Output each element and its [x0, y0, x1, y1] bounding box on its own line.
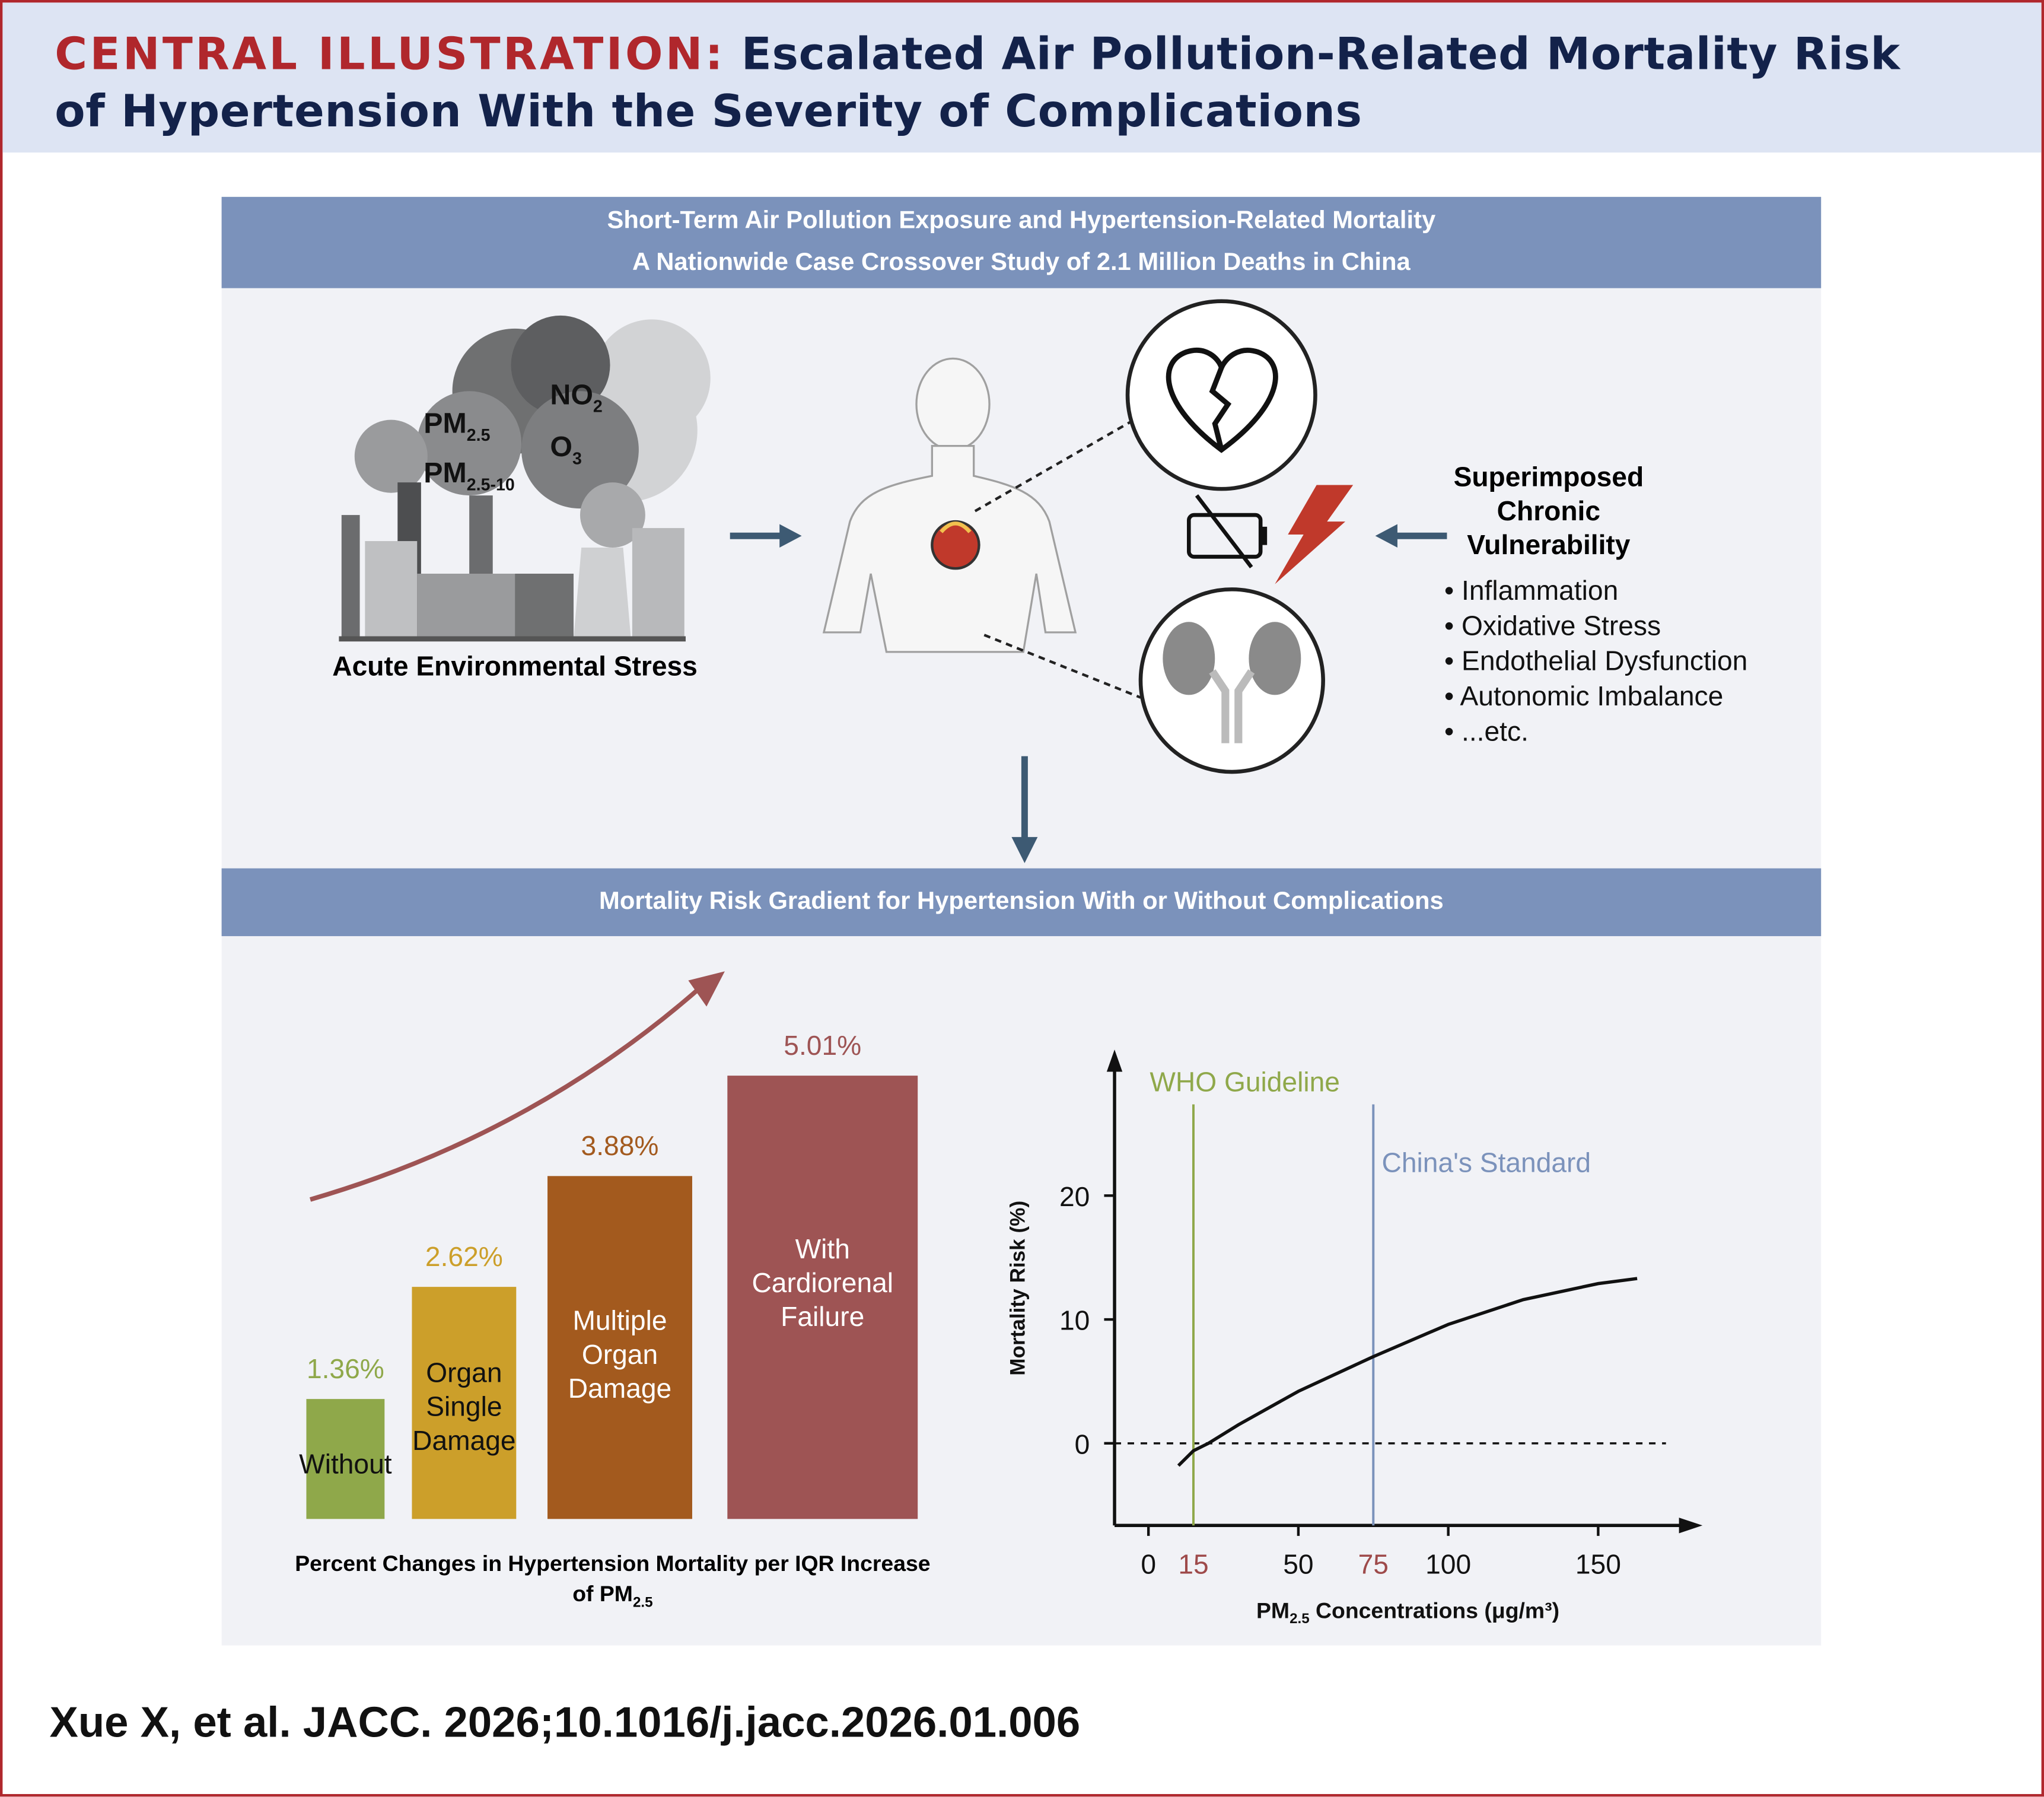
factory-caption: Acute Environmental Stress [332, 651, 698, 682]
factory-icon [339, 482, 686, 642]
x-tick-label: 75 [1358, 1549, 1389, 1580]
list-item: • Endothelial Dysfunction [1444, 647, 1748, 677]
bar-category-label: Multiple Organ Damage [568, 1306, 672, 1404]
risk-curve [1177, 1277, 1638, 1467]
top-panel-band: Short-Term Air Pollution Exposure and Hy… [221, 196, 1822, 288]
vulnerability-title-line: Vulnerability [1467, 530, 1631, 561]
bottom-panel-band: Mortality Risk Gradient for Hypertension… [221, 868, 1822, 936]
bar-value-label: 3.88% [581, 1131, 659, 1162]
vulnerability-title: Superimposed Chronic Vulnerability [1418, 462, 1679, 563]
bar [727, 1076, 918, 1519]
svg-text:PM2.5: PM2.5 [424, 408, 490, 445]
y-axis-label: Mortality Risk (%) [1006, 1201, 1029, 1376]
page-title: CENTRAL ILLUSTRATION: Escalated Air Poll… [55, 26, 1900, 141]
kidney-icon [1163, 622, 1301, 743]
bar [306, 1398, 385, 1519]
pollutant-labels: PM2.5 PM2.5-10 NO2 O3 [424, 379, 603, 494]
title-label: CENTRAL ILLUSTRATION: [55, 28, 726, 81]
x-tick-label: 0 [1141, 1549, 1156, 1580]
title-line-2: of Hypertension With the Severity of Com… [55, 86, 1362, 138]
y-tick-label: 10 [1059, 1305, 1090, 1336]
bar-value-label: 2.62% [425, 1243, 503, 1273]
list-item: • Autonomic Imbalance [1444, 682, 1724, 712]
bar-value-label: 5.01% [784, 1032, 862, 1062]
bar-category-label: Without [299, 1449, 392, 1480]
vulnerability-title-line: Chronic [1497, 497, 1601, 527]
y-tick-label: 20 [1059, 1181, 1090, 1212]
band-line-2: A Nationwide Case Crossover Study of 2.1… [632, 249, 1411, 276]
x-tick-label: 100 [1425, 1549, 1471, 1580]
y-axis-arrow-icon [1106, 1049, 1123, 1072]
low-battery-icon [1187, 494, 1268, 569]
broken-heart-icon [1166, 348, 1278, 453]
bar-category-label: With Cardiorenal Failure [752, 1235, 894, 1333]
bar [547, 1176, 692, 1519]
title-line-1: Escalated Air Pollution-Related Mortalit… [741, 28, 1900, 81]
svg-text:PM2.5-10: PM2.5-10 [424, 457, 515, 494]
vulnerability-list: • Inflammation • Oxidative Stress • Endo… [1444, 574, 1747, 750]
heart-icon [931, 520, 980, 570]
y-tick-label: 0 [1075, 1429, 1090, 1459]
list-item: • ...etc. [1444, 717, 1529, 748]
svg-text:O3: O3 [550, 431, 581, 468]
reference-line-label: China's Standard [1382, 1147, 1591, 1178]
x-axis-label: PM2.5 Concentrations (μg/m³) [1256, 1598, 1559, 1627]
x-tick-label: 50 [1283, 1549, 1313, 1580]
citation: Xue X, et al. JACC. 2026;10.1016/j.jacc.… [49, 1697, 1081, 1746]
x-axis-arrow-icon [1679, 1518, 1703, 1534]
list-item: • Inflammation [1444, 576, 1619, 606]
x-tick-label: 15 [1178, 1549, 1208, 1580]
bar [412, 1287, 517, 1519]
list-item: • Oxidative Stress [1444, 611, 1661, 642]
bar-value-label: 1.36% [306, 1354, 384, 1385]
vulnerability-title-line: Superimposed [1453, 463, 1644, 493]
bar-chart-xlabel: Percent Changes in Hypertension Mortalit… [295, 1551, 931, 1611]
smoke-cloud-icon [354, 315, 711, 548]
bar-category-label: Organ Single Damage [412, 1359, 516, 1456]
band-line-1: Short-Term Air Pollution Exposure and Hy… [607, 207, 1436, 235]
lightning-icon [1275, 485, 1354, 584]
header: CENTRAL ILLUSTRATION: Escalated Air Poll… [2, 2, 2042, 153]
x-tick-label: 150 [1575, 1549, 1621, 1580]
svg-text:NO2: NO2 [550, 379, 602, 416]
reference-line-label: WHO Guideline [1150, 1066, 1340, 1097]
